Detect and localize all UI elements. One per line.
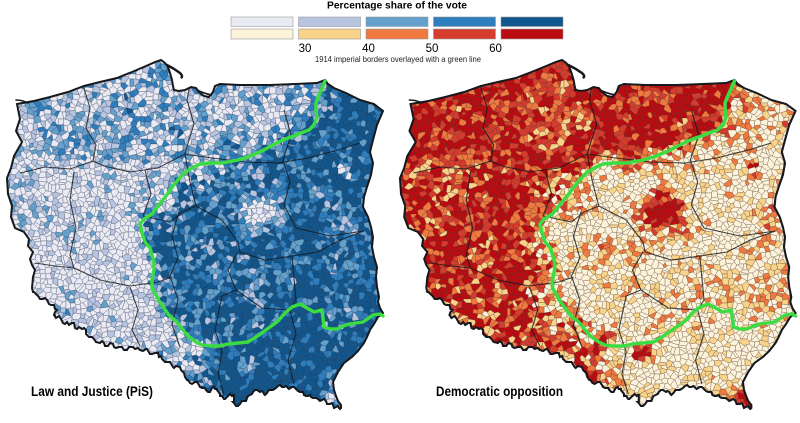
svg-text:Law and Justice (PiS): Law and Justice (PiS) xyxy=(31,383,153,399)
svg-text:Democratic opposition: Democratic opposition xyxy=(436,383,563,399)
svg-text:30: 30 xyxy=(299,43,312,55)
svg-text:Percentage share of the vote: Percentage share of the vote xyxy=(327,0,467,12)
svg-text:1914 imperial borders overlaye: 1914 imperial borders overlayed with a g… xyxy=(315,55,482,64)
svg-text:40: 40 xyxy=(362,43,375,55)
svg-text:50: 50 xyxy=(426,43,439,55)
svg-text:60: 60 xyxy=(489,43,502,55)
